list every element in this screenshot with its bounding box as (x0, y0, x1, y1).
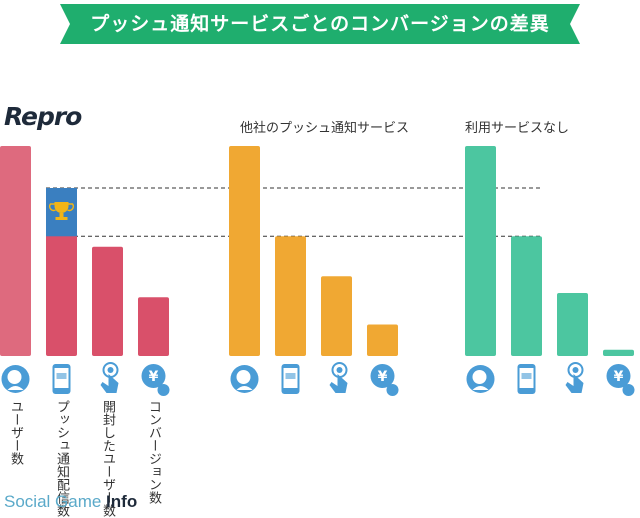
category-label-users: ユーザー数 (8, 400, 23, 465)
tap-icon-hand (329, 374, 348, 393)
user-icon-body (7, 386, 24, 390)
user-icon-head (472, 370, 487, 384)
yen-icon (370, 364, 395, 388)
bar-none-0 (465, 146, 496, 356)
tap-icon-hand (100, 374, 119, 393)
group-title-other: 他社のプッシュ通知サービス (240, 121, 410, 136)
bar-repro-2 (92, 246, 123, 356)
yen-icon-coin (157, 384, 170, 396)
category-label-sent: プッシュ通知配信数 (54, 400, 69, 517)
tap-icon-hand (565, 374, 584, 393)
tap-icon-center (107, 367, 114, 373)
phone-icon-notification (285, 373, 296, 379)
phone-icon-notification (56, 373, 67, 379)
category-label-opened: 開封したユーザー数 (100, 400, 115, 517)
yen-icon-glyph: ¥ (614, 369, 624, 385)
repro-logo: Repro (4, 102, 82, 131)
bar-other-1 (275, 236, 306, 356)
trophy-handle-right (67, 203, 75, 212)
bar-none-3 (603, 349, 634, 356)
trophy-stem (59, 213, 64, 217)
chart-title: プッシュ通知サービスごとのコンバージョンの差異 (90, 13, 550, 35)
bar-other-0 (229, 146, 260, 356)
user-icon-body (472, 386, 489, 390)
bar-repro-3 (138, 297, 169, 356)
yen-icon-coin (386, 384, 399, 396)
yen-icon-coin (622, 384, 635, 396)
category-label-conversion: コンバージョン数 (146, 400, 161, 504)
trophy-icon (54, 202, 69, 214)
bar-none-1 (511, 236, 542, 356)
trophy-handle-left (48, 203, 56, 212)
watermark: Social Game Info (4, 492, 138, 511)
trophy-base (55, 217, 68, 220)
user-icon-head (236, 370, 251, 384)
bar-other-2 (321, 276, 352, 356)
group-title-none: 利用サービスなし (465, 121, 570, 136)
user-icon-body (236, 386, 253, 390)
yen-icon (606, 364, 631, 388)
bar-none-2 (557, 293, 588, 356)
tap-icon-center (336, 367, 343, 373)
tap-icon-center (572, 367, 579, 373)
phone-icon-notification (521, 373, 532, 379)
bar-repro-0 (0, 146, 31, 356)
yen-icon-glyph: ¥ (378, 369, 388, 385)
yen-icon (141, 364, 166, 388)
bar-other-3 (367, 324, 398, 356)
title-banner (60, 4, 580, 44)
yen-icon-glyph: ¥ (149, 369, 159, 385)
user-icon-head (7, 370, 22, 384)
